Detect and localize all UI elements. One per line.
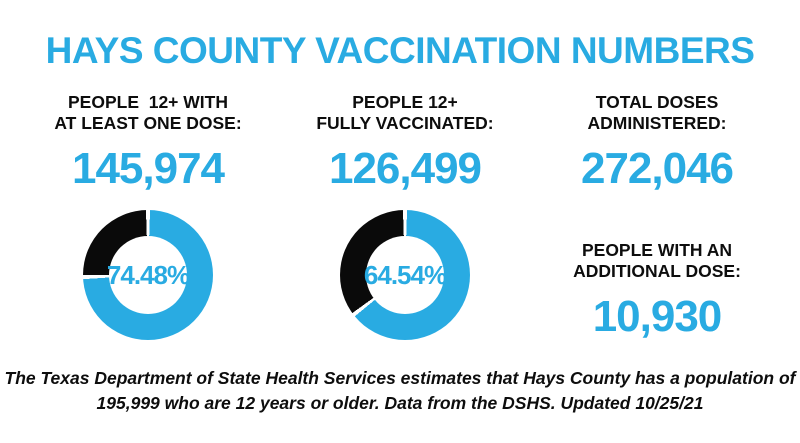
donut-percentage-label: 74.48%: [106, 259, 190, 290]
stat-label-line: FULLY VACCINATED:: [316, 113, 494, 133]
stat-label-line: ADDITIONAL DOSE:: [573, 261, 741, 281]
footer-note-line: 195,999 who are 12 years or older. Data …: [96, 392, 704, 413]
stat-value-one-dose: 145,974: [71, 144, 225, 193]
stat-label-line: TOTAL DOSES: [595, 92, 719, 112]
donut-chart-one-dose: 74.48%: [83, 210, 213, 340]
stat-column-one-dose: PEOPLE 12+ WITH AT LEAST ONE DOSE: 145,9…: [28, 92, 268, 340]
donut-chart-fully-vaccinated: 64.54%: [340, 210, 470, 340]
stat-value-total-doses: 272,046: [580, 144, 734, 193]
footer-note: The Texas Department of State Health Ser…: [0, 366, 800, 416]
page-title: HAYS COUNTY VACCINATION NUMBERS: [45, 30, 755, 71]
footer-note-line: The Texas Department of State Health Ser…: [4, 368, 796, 388]
donut-hole: 64.54%: [363, 236, 447, 314]
stat-value-fully-vaccinated: 126,499: [328, 144, 482, 193]
stat-column-totals: TOTAL DOSES ADMINISTERED: 272,046 PEOPLE…: [533, 92, 781, 342]
stat-label-line: PEOPLE 12+: [352, 92, 458, 112]
stat-label-one-dose: PEOPLE 12+ WITH AT LEAST ONE DOSE:: [28, 92, 268, 134]
stat-label-total-doses: TOTAL DOSES ADMINISTERED:: [533, 92, 781, 134]
stat-label-additional-dose: PEOPLE WITH AN ADDITIONAL DOSE:: [533, 240, 781, 282]
stat-label-line: AT LEAST ONE DOSE:: [54, 113, 242, 133]
stat-value-additional-dose: 10,930: [592, 292, 723, 341]
stat-label-fully-vaccinated: PEOPLE 12+ FULLY VACCINATED:: [285, 92, 525, 134]
stat-label-line: ADMINISTERED:: [587, 113, 727, 133]
stat-label-line: PEOPLE 12+ WITH: [68, 92, 228, 112]
stat-column-fully-vaccinated: PEOPLE 12+ FULLY VACCINATED: 126,499 64.…: [285, 92, 525, 340]
donut-hole: 74.48%: [106, 236, 190, 314]
stat-label-line: PEOPLE WITH AN: [581, 240, 733, 260]
donut-percentage-label: 64.54%: [363, 259, 447, 290]
stat-block-additional-dose: PEOPLE WITH AN ADDITIONAL DOSE: 10,930: [533, 240, 781, 342]
